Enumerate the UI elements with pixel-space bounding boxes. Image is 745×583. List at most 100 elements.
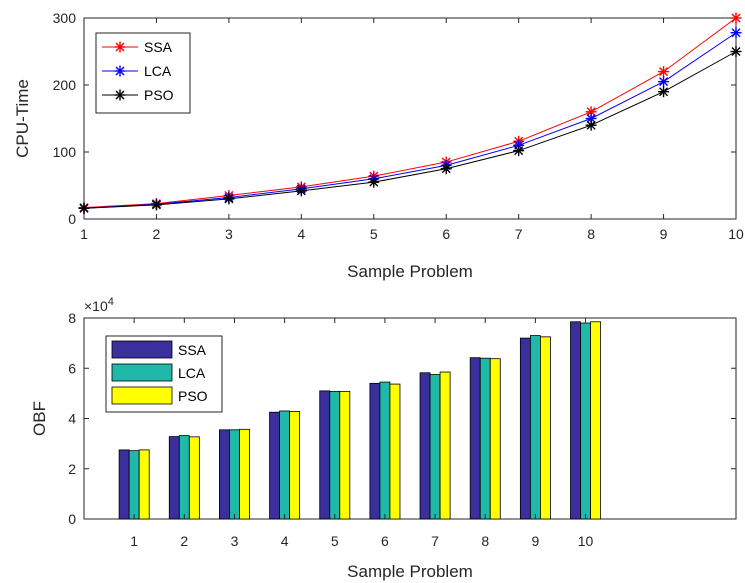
legend-swatch-ssa <box>111 340 173 359</box>
y-tick-label: 0 <box>68 211 76 227</box>
x-tick-label: 3 <box>225 226 233 242</box>
x-tick-label: 4 <box>281 533 289 549</box>
data-point-ssa <box>730 12 742 24</box>
data-point-pso <box>295 185 307 197</box>
series-line-ssa <box>83 17 737 209</box>
bar-pso <box>289 411 301 520</box>
legend-swatch-lca <box>111 363 173 382</box>
obf-bar-chart: 1 2 3 4 5 6 7 8 9 10 0 2 4 6 8 ×104 Sample Problem OBF SSA… <box>30 296 737 581</box>
bar-pso <box>439 371 451 520</box>
data-point-pso <box>730 46 742 57</box>
bar-lca <box>178 435 190 520</box>
data-point-ssa <box>658 66 670 78</box>
y-tick-label: 2 <box>68 461 76 477</box>
y-tick-label: 6 <box>68 360 76 376</box>
bar-pso <box>339 390 351 520</box>
bar-ssa <box>118 449 130 520</box>
bar-lca <box>529 335 541 520</box>
bar-lca <box>229 429 240 520</box>
y-tick-label: 0 <box>68 511 76 527</box>
legend-marker-ssa <box>114 41 126 53</box>
bar-ssa <box>319 390 331 520</box>
legend-marker-lca <box>114 65 126 77</box>
legend-label-pso: PSO <box>144 87 174 103</box>
data-point-pso <box>223 193 235 205</box>
bar-lca <box>279 410 291 520</box>
bar-ssa <box>419 372 431 520</box>
x-tick-label: 1 <box>130 533 138 549</box>
bar-lca <box>429 374 441 520</box>
data-point-lca <box>658 76 670 88</box>
y-tick-label: 200 <box>53 77 77 93</box>
y-multiplier-label: ×104 <box>84 296 114 314</box>
x-tick-label: 6 <box>442 226 450 242</box>
bar-lca <box>379 381 391 520</box>
data-point-lca <box>730 27 742 39</box>
y-axis-label: CPU-Time <box>13 79 32 158</box>
x-tick-label: 8 <box>587 226 595 242</box>
x-tick-label: 2 <box>180 533 188 549</box>
legend-marker-pso <box>114 89 126 101</box>
y-axis-label: OBF <box>30 401 49 436</box>
y-tick-label: 300 <box>53 10 77 26</box>
x-tick-label: 5 <box>370 226 378 242</box>
x-tick-label: 10 <box>728 226 744 242</box>
data-point-pso <box>658 86 670 98</box>
x-axis-label: Sample Problem <box>347 262 473 281</box>
data-point-pso <box>368 176 380 188</box>
legend-label-lca: LCA <box>144 63 172 79</box>
legend: SSA LCA PSO <box>105 335 223 413</box>
x-tick-label: 9 <box>660 226 668 242</box>
bar-ssa <box>168 436 180 520</box>
x-tick-label: 7 <box>515 226 523 242</box>
legend-label-pso: PSO <box>178 388 208 404</box>
data-point-pso <box>150 199 162 211</box>
x-tick-label: 8 <box>481 533 489 549</box>
y-tick-label: 8 <box>68 310 76 326</box>
legend-box <box>95 32 191 114</box>
bar-lca <box>479 357 491 520</box>
x-tick-label: 10 <box>578 533 594 549</box>
data-point-pso <box>440 163 452 175</box>
bar-ssa <box>369 382 381 520</box>
x-tick-label: 5 <box>331 533 339 549</box>
x-tick-label: 1 <box>80 226 88 242</box>
bar-lca <box>580 322 591 520</box>
x-tick-label: 4 <box>297 226 305 242</box>
bar-ssa <box>519 337 531 520</box>
plot-area-frame <box>83 17 737 220</box>
legend-swatch-pso <box>111 386 173 405</box>
data-point-pso <box>513 145 525 157</box>
x-tick-label: 3 <box>231 533 239 549</box>
x-tick-label: 9 <box>531 533 539 549</box>
bar-lca <box>329 390 341 520</box>
bar-pso <box>590 321 601 520</box>
series-line-pso <box>83 51 737 209</box>
x-tick-label: 6 <box>381 533 389 549</box>
bar-ssa <box>269 411 281 520</box>
bar-ssa <box>570 321 581 520</box>
x-axis-label: Sample Problem <box>347 562 473 581</box>
bar-ssa <box>219 429 230 520</box>
y-tick-label: 100 <box>53 144 77 160</box>
legend-label-ssa: SSA <box>144 39 173 55</box>
legend-label-lca: LCA <box>178 365 206 381</box>
data-point-pso <box>78 202 90 214</box>
legend: SSA LCA PSO <box>95 32 191 114</box>
bar-pso <box>540 336 551 520</box>
bar-pso <box>389 383 401 520</box>
y-tick-label: 4 <box>68 411 76 427</box>
legend-label-ssa: SSA <box>178 342 207 358</box>
series-pso <box>78 46 742 214</box>
bar-pso <box>489 358 501 520</box>
bar-pso <box>188 436 200 520</box>
x-tick-label: 7 <box>431 533 439 549</box>
bar-ssa <box>469 357 481 520</box>
x-tick-label: 2 <box>153 226 161 242</box>
bar-pso <box>138 449 150 520</box>
data-point-pso <box>585 119 597 131</box>
bar-lca <box>128 450 140 520</box>
bar-pso <box>239 428 250 520</box>
